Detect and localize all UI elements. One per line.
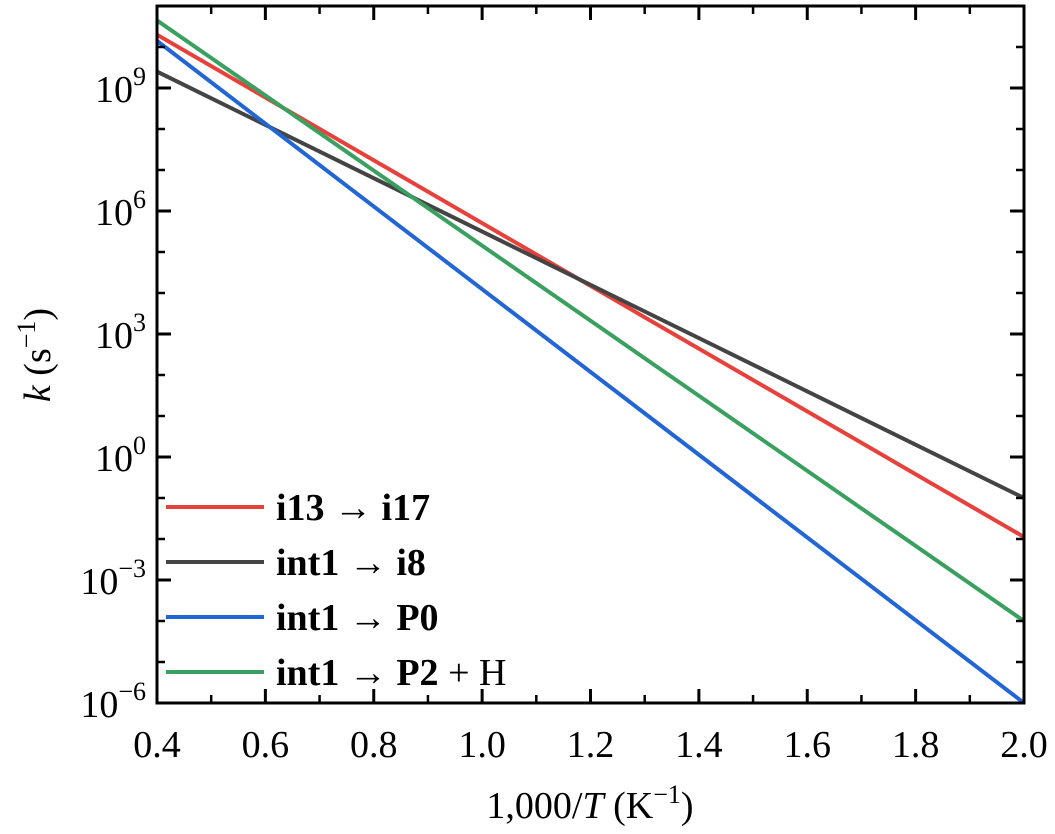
x-tick-label: 0.6 [242,724,290,766]
legend-label-4: int1 → P2 + H [276,652,506,694]
series-line-3 [157,39,1024,703]
x-tick-label: 1.4 [675,724,723,766]
x-tick-labels: 0.4 0.6 0.8 1.0 1.2 1.4 1.6 1.8 2.0 [133,724,1048,766]
y-tick-label: 109 [95,62,146,111]
x-tick-label: 1.0 [458,724,506,766]
x-tick-label: 1.6 [784,724,832,766]
series-lines [157,18,1024,703]
legend: i13 → i17 int1 → i8 int1 → P0 int1 → P2 + H [166,487,506,694]
y-tick-label: 10−6 [80,677,146,726]
y-tick-label: 10−3 [80,554,146,603]
x-tick-label: 2.0 [1000,724,1048,766]
x-tick-label: 0.8 [350,724,398,766]
series-line-4 [157,18,1024,623]
x-tick-label: 0.4 [133,724,181,766]
x-tick-label: 1.2 [567,724,615,766]
y-tick-label: 100 [95,431,146,480]
axis-ticks [155,4,1026,705]
y-tick-label: 106 [95,185,146,234]
legend-label-3: int1 → P0 [276,597,439,639]
legend-label-1: i13 → i17 [276,487,430,529]
legend-label-2: int1 → i8 [276,542,426,584]
x-axis-label: 1,000/T (K−1) [486,780,693,827]
x-tick-label: 1.8 [892,724,940,766]
series-line-2 [157,69,1024,500]
y-tick-labels: 10−6 10−3 100 103 106 109 [80,62,146,726]
y-tick-label: 103 [95,308,146,357]
y-axis-label: k (s−1) [12,308,59,402]
